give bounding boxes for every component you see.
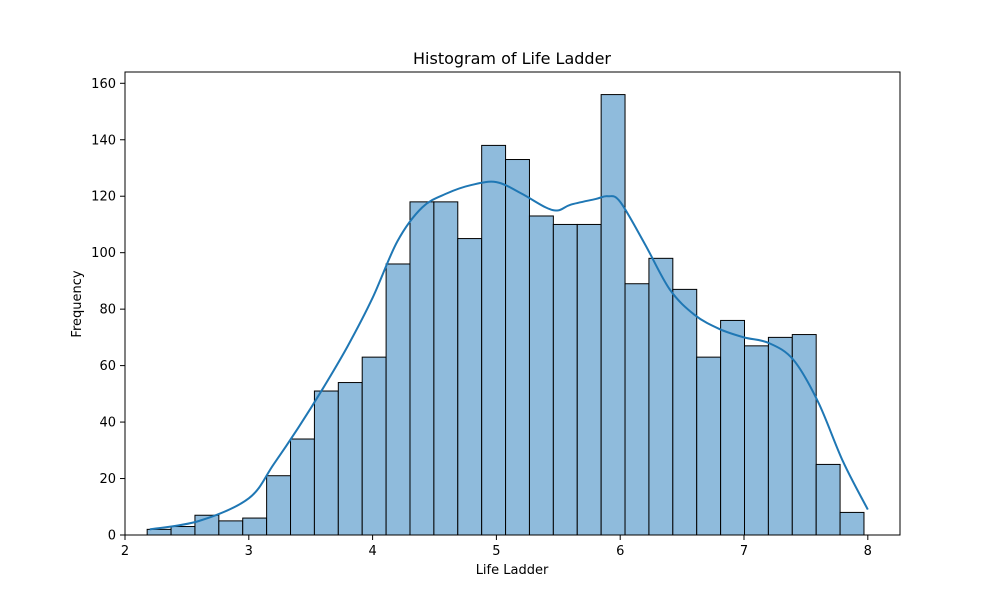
histogram-bar — [242, 517, 268, 536]
y-tick-label: 80 — [99, 303, 116, 318]
y-axis-label: Frequency — [70, 270, 85, 337]
histogram-bar — [313, 390, 339, 536]
y-tick-label: 120 — [91, 190, 116, 205]
histogram-bar — [624, 283, 650, 536]
histogram-bar — [696, 356, 722, 536]
x-tick-label: 5 — [492, 544, 500, 559]
histogram-bar — [385, 263, 411, 536]
x-tick-label: 3 — [245, 544, 253, 559]
y-tick-label: 40 — [99, 416, 116, 431]
x-tick-label: 6 — [616, 544, 624, 559]
histogram-bar — [576, 223, 602, 536]
histogram-bar — [744, 345, 769, 536]
y-tick-label: 100 — [91, 246, 116, 261]
histogram-bar — [290, 438, 315, 536]
y-axis-ticks: 0 20 40 60 80 100 120 140 160 — [91, 77, 125, 544]
y-tick-label: 140 — [91, 133, 116, 148]
x-tick-label: 4 — [368, 544, 376, 559]
plot-frame — [124, 71, 901, 536]
histogram-bar — [170, 526, 196, 536]
x-tick-label: 7 — [740, 544, 748, 559]
histogram-bar — [767, 336, 793, 536]
histogram-bar — [648, 257, 674, 536]
y-tick-label: 20 — [99, 472, 116, 487]
histogram-bar — [720, 319, 746, 536]
histogram-bar — [361, 356, 387, 536]
y-tick-label: 0 — [108, 529, 116, 544]
kde-curve — [149, 180, 869, 531]
histogram-bar — [839, 511, 865, 536]
y-tick-label: 60 — [99, 359, 116, 374]
histogram-bar — [409, 201, 435, 536]
histogram-bar — [815, 463, 841, 536]
x-axis-ticks: 2 3 4 5 6 7 8 — [121, 535, 872, 559]
histogram-bar — [600, 94, 626, 536]
histogram-bar — [433, 201, 459, 536]
histogram-bar — [218, 520, 244, 536]
histogram-bar — [528, 215, 554, 536]
x-axis-label: Life Ladder — [476, 563, 549, 578]
histogram-bar — [266, 475, 292, 536]
histogram-bar — [337, 382, 363, 536]
histogram-bar — [505, 159, 530, 536]
histogram-bar — [552, 223, 578, 536]
y-tick-label: 160 — [91, 77, 116, 92]
x-tick-label: 2 — [121, 544, 129, 559]
x-tick-label: 8 — [864, 544, 872, 559]
histogram-bar — [481, 144, 507, 536]
chart-title: Histogram of Life Ladder — [413, 49, 611, 68]
histogram-bar — [672, 288, 698, 536]
histogram-bars — [146, 94, 865, 536]
histogram-bar — [457, 238, 483, 536]
